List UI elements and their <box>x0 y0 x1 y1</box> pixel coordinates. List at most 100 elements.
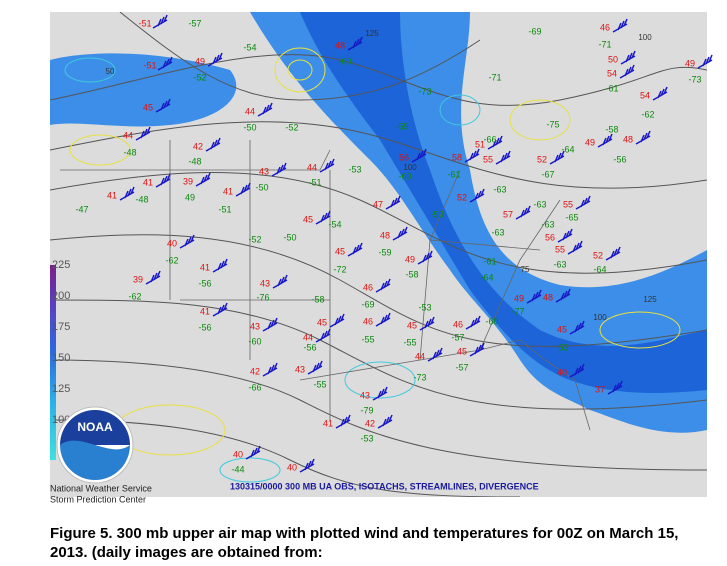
barb <box>272 274 288 289</box>
dewpoint: -63 <box>541 219 554 229</box>
barb <box>299 458 315 473</box>
temperature: 56 <box>545 232 555 242</box>
temperature: 45 <box>557 324 567 334</box>
borders <box>60 140 591 431</box>
dewpoint: -61 <box>605 83 618 93</box>
dewpoint: -55 <box>313 379 326 389</box>
isotach-label: 125 <box>365 29 379 38</box>
product-title: 130315/0000 300 MB UA OBS, ISOTACHS, STR… <box>230 481 539 491</box>
barb <box>607 380 623 395</box>
scale-label: 200 <box>52 290 70 302</box>
temperature: 40 <box>557 367 567 377</box>
barb <box>155 173 171 188</box>
isotach-label: 125 <box>643 295 657 304</box>
dewpoint: -62 <box>165 255 178 265</box>
barb <box>515 205 531 220</box>
barb <box>575 195 591 210</box>
dewpoint: -44 <box>231 464 244 474</box>
temperature: 37 <box>595 384 605 394</box>
barb <box>179 234 195 249</box>
dewpoint: -53 <box>348 164 361 174</box>
barb <box>469 188 485 203</box>
dewpoint: -52 <box>193 72 206 82</box>
dewpoint: -53 <box>418 302 431 312</box>
temperature: 41 <box>200 262 210 272</box>
temperature: 44 <box>307 162 317 172</box>
dewpoint: -61 <box>447 169 460 179</box>
dewpoint: -52 <box>285 122 298 132</box>
dewpoint: -52 <box>248 234 261 244</box>
barb <box>697 54 713 69</box>
temperature: 43 <box>295 364 305 374</box>
temperature: 43 <box>250 321 260 331</box>
dewpoint: -56 <box>198 322 211 332</box>
barb <box>195 172 211 187</box>
barb <box>329 313 345 328</box>
isotach-label: 100 <box>403 163 417 172</box>
temperature: 45 <box>303 214 313 224</box>
temperature: 44 <box>123 130 133 140</box>
barb <box>155 98 171 113</box>
dewpoint: -54 <box>243 42 256 52</box>
temperature: 52 <box>593 250 603 260</box>
scale-label: 125 <box>52 383 70 395</box>
temperature: 57 <box>503 209 513 219</box>
dewpoint: -62 <box>641 109 654 119</box>
dewpoint: -69 <box>361 299 374 309</box>
dewpoint: -56 <box>613 154 626 164</box>
dewpoint: -72 <box>333 264 346 274</box>
temperature: 47 <box>373 199 383 209</box>
dewpoint: -56 <box>198 278 211 288</box>
scale-label: 225 <box>52 259 70 271</box>
temperature: 40 <box>233 449 243 459</box>
logo-bottom <box>60 440 130 480</box>
dewpoint: -63 <box>491 227 504 237</box>
barb <box>119 186 135 201</box>
dewpoint: -73 <box>418 86 431 96</box>
dewpoint: -53 <box>430 209 443 219</box>
temperature: 45 <box>317 317 327 327</box>
temperature: 50 <box>608 54 618 64</box>
temperature: 52 <box>537 154 547 164</box>
dewpoint: -54 <box>328 219 341 229</box>
temperature: 49 <box>195 56 205 66</box>
dewpoint: -53 <box>360 433 373 443</box>
temperature: 54 <box>640 90 650 100</box>
isotach-label: 100 <box>638 33 652 42</box>
ridge-gap <box>491 181 707 280</box>
barb <box>605 246 621 261</box>
dewpoint: 49 <box>185 192 195 202</box>
temperature: 39 <box>133 274 143 284</box>
barb <box>612 18 628 33</box>
dewpoint: -60 <box>485 316 498 326</box>
logo-top <box>60 410 130 445</box>
dewpoint: -62 <box>128 291 141 301</box>
barb <box>549 150 565 165</box>
barb <box>427 347 443 362</box>
dewpoint: -65 <box>565 212 578 222</box>
dewpoint: -58 <box>605 124 618 134</box>
barb <box>372 386 388 401</box>
dewpoint: -64 <box>561 144 574 154</box>
temperature: 55 <box>483 154 493 164</box>
temperature: 40 <box>167 238 177 248</box>
barb <box>465 315 481 330</box>
temperature: 46 <box>600 22 610 32</box>
dewpoint: -67 <box>541 169 554 179</box>
barb <box>597 133 613 148</box>
dewpoint: -58 <box>311 294 324 304</box>
temperature: 45 <box>335 246 345 256</box>
temperature: 39 <box>183 176 193 186</box>
dewpoint: -75 <box>546 119 559 129</box>
dewpoint: -76 <box>256 292 269 302</box>
temperature: 49 <box>405 254 415 264</box>
dewpoint: -51 <box>308 177 321 187</box>
barb <box>619 64 635 79</box>
dewpoint: -73 <box>688 74 701 84</box>
barb <box>271 162 287 177</box>
dewpoint: -56 <box>303 342 316 352</box>
dewpoint: -50 <box>243 122 256 132</box>
station-plots: -51 -51 49 45 44 42 41 39 41 41 44 43 40 41 39 43 41 43 42… <box>75 18 701 474</box>
